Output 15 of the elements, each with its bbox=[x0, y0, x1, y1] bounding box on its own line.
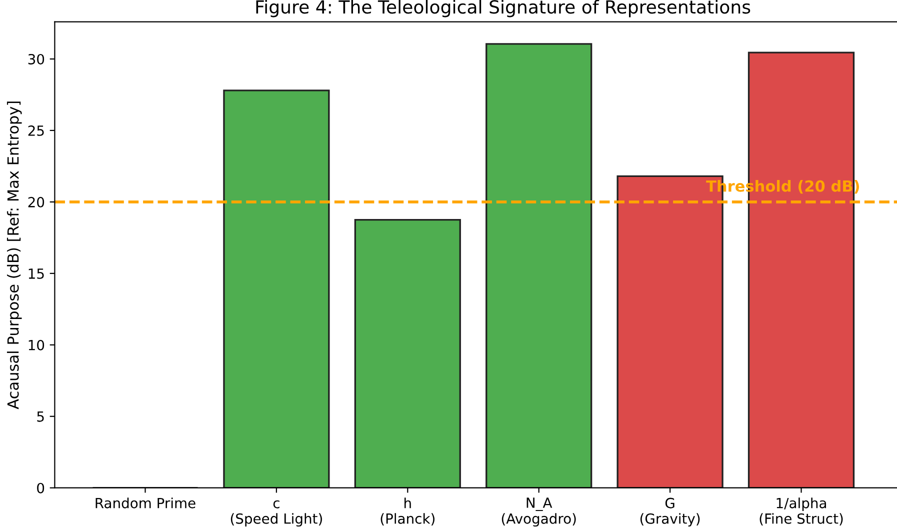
y-axis-title: Acausal Purpose (dB) [Ref: Max Entropy] bbox=[6, 102, 22, 410]
x-tick-label: h (Planck) bbox=[380, 498, 434, 526]
x-tick-label: Random Prime bbox=[96, 498, 196, 508]
x-tick-label: G (Gravity) bbox=[640, 498, 700, 527]
chart-title: Figure 4: The Teleological Signature of Representations bbox=[256, 0, 750, 18]
y-tick-label: 30 bbox=[28, 54, 44, 64]
y-tick-label: 25 bbox=[28, 125, 44, 136]
x-tick-label: N_A (Avogadro) bbox=[502, 498, 576, 527]
y-tick-label: 15 bbox=[28, 268, 44, 279]
x-tick-label: c (Speed Light) bbox=[230, 500, 322, 527]
y-tick-label: 0 bbox=[37, 482, 44, 494]
y-tick-label: 10 bbox=[28, 340, 44, 350]
x-tick-label: 1/alpha (Fine Struct) bbox=[760, 498, 843, 526]
y-tick-label: 5 bbox=[37, 412, 44, 422]
y-tick-label: 20 bbox=[28, 196, 44, 208]
